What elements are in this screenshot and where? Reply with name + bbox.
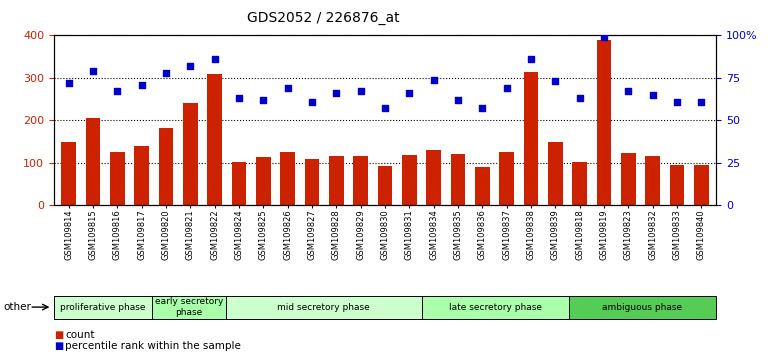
Bar	[402, 155, 417, 205]
Bar	[645, 156, 660, 205]
Point	[330, 90, 343, 96]
Text: GDS2052 / 226876_at: GDS2052 / 226876_at	[247, 11, 400, 25]
Point	[184, 63, 196, 69]
Bar	[232, 162, 246, 205]
Bar	[695, 165, 709, 205]
Point	[647, 92, 659, 98]
Bar	[61, 142, 75, 205]
Text: early secretory
phase: early secretory phase	[155, 297, 223, 317]
Point	[136, 82, 148, 87]
Bar	[110, 152, 125, 205]
Point	[111, 88, 123, 94]
Bar	[329, 156, 343, 205]
Point	[159, 70, 172, 76]
Point	[574, 96, 586, 101]
Point	[354, 88, 367, 94]
Text: count: count	[65, 330, 95, 339]
Bar	[183, 103, 198, 205]
Bar	[378, 166, 392, 205]
Point	[282, 85, 294, 91]
Text: other: other	[4, 302, 32, 312]
Point	[427, 77, 440, 82]
Text: proliferative phase: proliferative phase	[60, 303, 146, 312]
Bar	[305, 159, 320, 205]
Bar	[85, 118, 100, 205]
Point	[403, 90, 416, 96]
Bar	[670, 165, 685, 205]
Bar	[256, 157, 270, 205]
Bar	[280, 152, 295, 205]
Point	[209, 56, 221, 62]
Text: ■: ■	[54, 330, 63, 339]
Point	[549, 79, 561, 84]
Bar	[353, 156, 368, 205]
Bar	[159, 128, 173, 205]
Point	[233, 96, 245, 101]
Point	[695, 99, 708, 104]
Point	[87, 68, 99, 74]
Text: percentile rank within the sample: percentile rank within the sample	[65, 341, 241, 351]
Point	[671, 99, 683, 104]
Text: mid secretory phase: mid secretory phase	[277, 303, 370, 312]
Bar	[500, 152, 514, 205]
Point	[306, 99, 318, 104]
Bar	[572, 162, 587, 205]
Point	[500, 85, 513, 91]
Bar	[475, 167, 490, 205]
Text: ■: ■	[54, 341, 63, 351]
Point	[379, 105, 391, 111]
Point	[452, 97, 464, 103]
Bar	[450, 154, 465, 205]
Bar	[427, 150, 441, 205]
Point	[525, 56, 537, 62]
Bar	[548, 142, 563, 205]
Bar	[621, 153, 636, 205]
Point	[62, 80, 75, 86]
Point	[476, 105, 488, 111]
Text: ambiguous phase: ambiguous phase	[602, 303, 682, 312]
Bar	[524, 72, 538, 205]
Bar	[207, 74, 222, 205]
Bar	[597, 40, 611, 205]
Point	[257, 97, 270, 103]
Text: late secretory phase: late secretory phase	[449, 303, 542, 312]
Point	[598, 34, 611, 40]
Point	[622, 88, 634, 94]
Bar	[134, 146, 149, 205]
